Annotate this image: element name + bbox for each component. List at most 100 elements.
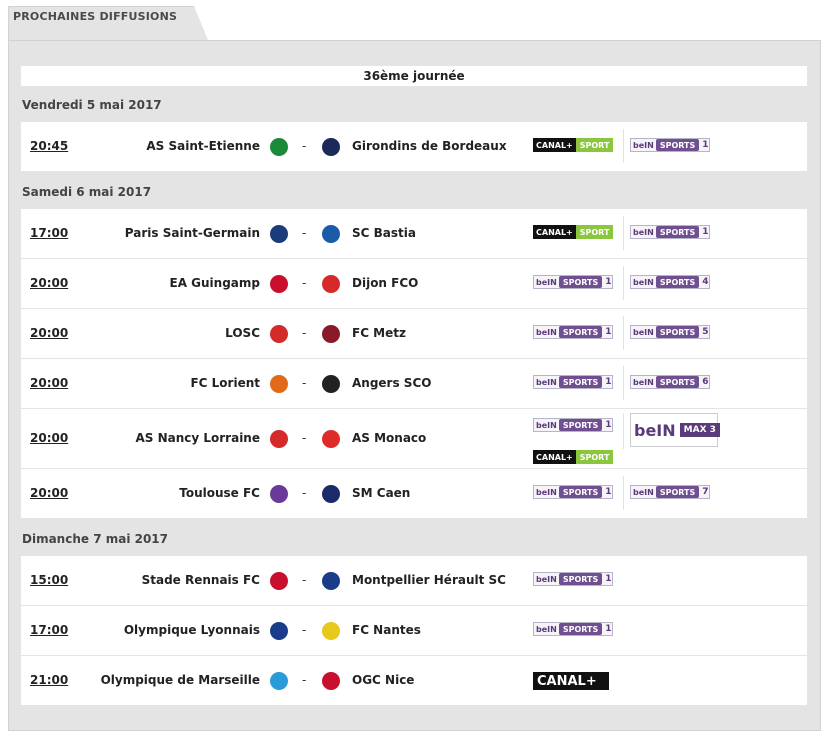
away-team-name[interactable]: FC Metz: [352, 326, 406, 340]
losc-crest-icon: [270, 325, 288, 343]
bein-sports-logo: beIN SPORTS 1: [533, 375, 613, 389]
divider: [623, 129, 624, 163]
away-team-name[interactable]: OGC Nice: [352, 673, 415, 687]
match-row: 17:00 Paris Saint-Germain - SC Bastia CANAL+…: [21, 209, 807, 258]
divider: [623, 413, 624, 449]
home-team-name[interactable]: FC Lorient: [190, 376, 260, 390]
home-team-name[interactable]: Olympique Lyonnais: [123, 623, 260, 637]
bastia-crest-icon: [322, 225, 340, 243]
caen-crest-icon: [322, 485, 340, 503]
versus-dash: -: [302, 276, 307, 290]
match-time-link[interactable]: 21:00: [30, 673, 69, 687]
bein-sports-logo: beIN SPORTS 1: [630, 225, 710, 239]
versus-dash: -: [302, 431, 307, 445]
angers-crest-icon: [322, 375, 340, 393]
bein-sports-logo: beIN SPORTS 4: [630, 275, 710, 289]
nantes-crest-icon: [322, 622, 340, 640]
marseille-crest-icon: [270, 672, 288, 690]
away-team-name[interactable]: Girondins de Bordeaux: [352, 139, 507, 153]
day-label: Samedi 6 mai 2017: [22, 185, 152, 199]
canal-plus-sport-logo: CANAL+ SPORT: [533, 138, 614, 152]
round-header: 36ème journée: [21, 66, 807, 86]
match-row: 20:00 AS Nancy Lorraine - AS Monaco beIN SPOR…: [21, 409, 807, 468]
montpellier-crest-icon: [322, 572, 340, 590]
bein-sports-logo: beIN SPORTS 1: [533, 572, 613, 586]
home-team-name[interactable]: Olympique de Marseille: [100, 673, 260, 687]
bein-sports-max-logo: beIN MAX 3: [630, 413, 720, 447]
match-time-link[interactable]: 20:00: [30, 376, 69, 390]
versus-dash: -: [302, 573, 307, 587]
versus-dash: -: [302, 139, 307, 153]
bordeaux-crest-icon: [322, 138, 340, 156]
match-time-link[interactable]: 15:00: [30, 573, 69, 587]
bein-sports-logo: beIN SPORTS 6: [630, 375, 710, 389]
away-team-name[interactable]: SC Bastia: [352, 226, 416, 240]
lorient-crest-icon: [270, 375, 288, 393]
away-team-name[interactable]: AS Monaco: [352, 431, 427, 445]
versus-dash: -: [302, 326, 307, 340]
divider: [623, 216, 624, 250]
away-team-name[interactable]: FC Nantes: [352, 623, 421, 637]
versus-dash: -: [302, 376, 307, 390]
away-team-name[interactable]: Dijon FCO: [352, 276, 419, 290]
lyon-crest-icon: [270, 622, 288, 640]
tab-prochaines-diffusions[interactable]: [8, 6, 208, 40]
toulouse-crest-icon: [270, 485, 288, 503]
match-row: 17:00 Olympique Lyonnais - FC Nantes beIN SPO…: [21, 606, 807, 655]
versus-dash: -: [302, 623, 307, 637]
nancy-crest-icon: [270, 430, 288, 448]
match-time-link[interactable]: 20:45: [30, 139, 69, 153]
day-label: Vendredi 5 mai 2017: [22, 98, 162, 112]
dijon-crest-icon: [322, 275, 340, 293]
away-team-name[interactable]: SM Caen: [352, 486, 411, 500]
match-row: 21:00 Olympique de Marseille - OGC Nice CANA…: [21, 656, 807, 705]
match-row: 15:00 Stade Rennais FC - Montpellier Héraul…: [21, 556, 807, 605]
canal-plus-logo: CANAL+: [533, 672, 609, 690]
home-team-name[interactable]: EA Guingamp: [169, 276, 261, 290]
bein-sports-logo: beIN SPORTS 1: [533, 485, 613, 499]
away-team-name[interactable]: Angers SCO: [352, 376, 432, 390]
home-team-name[interactable]: Paris Saint-Germain: [124, 226, 260, 240]
match-time-link[interactable]: 17:00: [30, 226, 69, 240]
canal-plus-sport-logo: CANAL+ SPORT: [533, 225, 614, 239]
metz-crest-icon: [322, 325, 340, 343]
bein-sports-logo: beIN SPORTS 1: [630, 138, 710, 152]
divider: [623, 476, 624, 510]
bein-sports-logo: beIN SPORTS 7: [630, 485, 710, 499]
divider: [623, 316, 624, 350]
away-team-name[interactable]: Montpellier Hérault SC: [352, 573, 506, 587]
versus-dash: -: [302, 673, 307, 687]
match-time-link[interactable]: 20:00: [30, 326, 69, 340]
guingamp-crest-icon: [270, 275, 288, 293]
day-label: Dimanche 7 mai 2017: [22, 532, 169, 546]
tab-label: PROCHAINES DIFFUSIONS: [13, 10, 178, 23]
divider: [623, 266, 624, 300]
match-time-link[interactable]: 20:00: [30, 486, 69, 500]
bein-sports-logo: beIN SPORTS 1: [533, 325, 613, 339]
home-team-name[interactable]: Stade Rennais FC: [141, 573, 260, 587]
match-row: 20:45 AS Saint-Etienne - Girondins de Borde…: [21, 122, 807, 171]
match-row: 20:00 LOSC - FC Metz beIN SPORTS 1 beIN SPORTS 5: [21, 309, 807, 358]
match-time-link[interactable]: 17:00: [30, 623, 69, 637]
canal-plus-sport-logo: CANAL+ SPORT: [533, 450, 614, 464]
versus-dash: -: [302, 486, 307, 500]
match-row: 20:00 Toulouse FC - SM Caen beIN SPORTS 1 beIN S…: [21, 469, 807, 518]
bein-sports-logo: beIN SPORTS 1: [533, 275, 613, 289]
psg-crest-icon: [270, 225, 288, 243]
match-time-link[interactable]: 20:00: [30, 276, 69, 290]
bein-sports-logo: beIN SPORTS 5: [630, 325, 710, 339]
monaco-crest-icon: [322, 430, 340, 448]
bein-sports-logo: beIN SPORTS 1: [533, 622, 613, 636]
saint-etienne-crest-icon: [270, 138, 288, 156]
home-team-name[interactable]: Toulouse FC: [179, 486, 260, 500]
match-time-link[interactable]: 20:00: [30, 431, 69, 445]
home-team-name[interactable]: AS Saint-Etienne: [146, 139, 260, 153]
versus-dash: -: [302, 226, 307, 240]
match-row: 20:00 FC Lorient - Angers SCO beIN SPORTS 1 beI…: [21, 359, 807, 408]
divider: [623, 366, 624, 400]
match-row: 20:00 EA Guingamp - Dijon FCO beIN SPORTS 1 beI…: [21, 259, 807, 308]
home-team-name[interactable]: AS Nancy Lorraine: [135, 431, 260, 445]
bein-sports-logo: beIN SPORTS 1: [533, 418, 613, 432]
rennes-crest-icon: [270, 572, 288, 590]
home-team-name[interactable]: LOSC: [225, 326, 260, 340]
